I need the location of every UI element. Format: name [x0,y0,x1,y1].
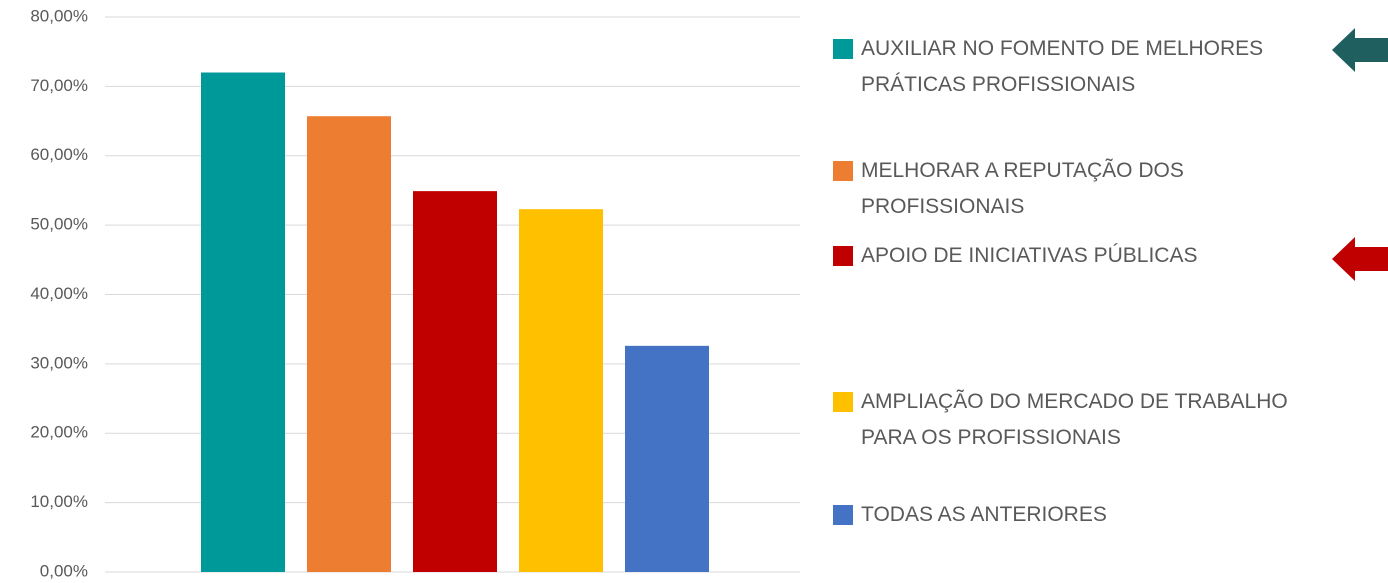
y-tick-label: 60,00% [30,145,88,164]
legend-item: AMPLIAÇÃO DO MERCADO DE TRABALHO PARA OS… [833,387,1341,456]
legend-item: MELHORAR A REPUTAÇÃO DOS PROFISSIONAIS [833,156,1341,225]
y-tick-label: 10,00% [30,492,88,511]
legend-swatch [833,246,853,266]
legend-swatch [833,505,853,525]
y-tick-label: 20,00% [30,423,88,442]
bar [625,345,709,572]
legend-label: AUXILIAR NO FOMENTO DE MELHORES PRÁTICAS… [861,37,1264,96]
legend-item: AUXILIAR NO FOMENTO DE MELHORES PRÁTICAS… [833,34,1341,103]
y-tick-label: 0,00% [40,561,88,580]
legend-item: APOIO DE INICIATIVAS PÚBLICAS [833,241,1341,274]
bar [519,209,603,572]
legend-label: MELHORAR A REPUTAÇÃO DOS PROFISSIONAIS [861,159,1184,218]
y-tick-label: 70,00% [30,76,88,95]
arrow [1332,28,1388,72]
bar [201,72,285,572]
y-tick-label: 30,00% [30,353,88,372]
bar [307,116,391,573]
legend-label: AMPLIAÇÃO DO MERCADO DE TRABALHO PARA OS… [861,390,1288,449]
y-tick-label: 50,00% [30,215,88,234]
legend-item: TODAS AS ANTERIORES [833,500,1341,533]
arrow [1332,237,1388,281]
legend-label: TODAS AS ANTERIORES [861,503,1107,526]
legend-swatch [833,392,853,412]
y-tick-label: 80,00% [30,6,88,25]
bar [413,191,497,572]
y-tick-label: 40,00% [30,284,88,303]
legend-swatch [833,39,853,59]
legend-swatch [833,161,853,181]
legend-label: APOIO DE INICIATIVAS PÚBLICAS [861,244,1198,267]
